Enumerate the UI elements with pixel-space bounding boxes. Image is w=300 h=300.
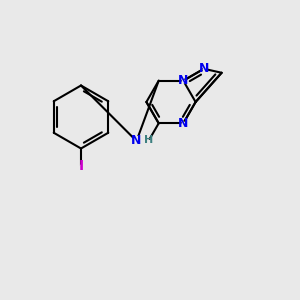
Text: I: I [78, 159, 84, 173]
Text: N: N [131, 134, 142, 148]
Text: H: H [144, 135, 154, 145]
Text: N: N [199, 62, 209, 75]
Text: N: N [178, 74, 188, 87]
Text: N: N [178, 117, 188, 130]
